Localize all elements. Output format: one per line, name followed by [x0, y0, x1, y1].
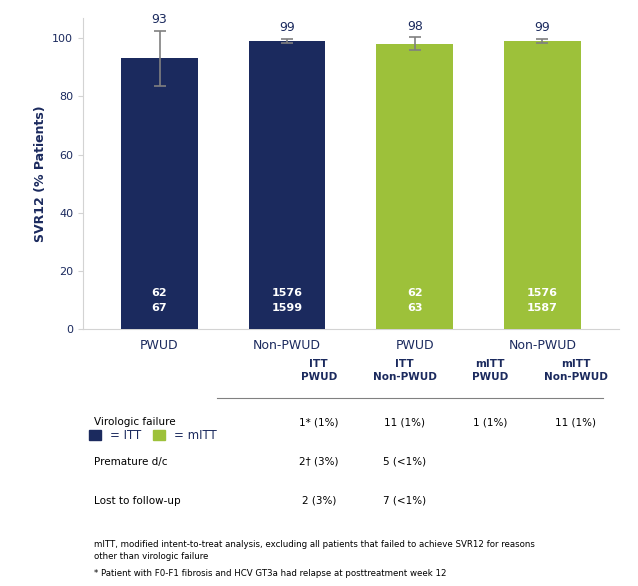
Bar	[121, 59, 198, 329]
Text: 11 (1%): 11 (1%)	[384, 417, 425, 427]
Text: Premature d/c: Premature d/c	[94, 456, 167, 466]
Text: 2 (3%): 2 (3%)	[302, 496, 336, 506]
Text: 1 (1%): 1 (1%)	[473, 417, 507, 427]
Text: 2† (3%): 2† (3%)	[299, 456, 339, 466]
Y-axis label: SVR12 (% Patients): SVR12 (% Patients)	[34, 105, 47, 242]
Text: 62
63: 62 63	[407, 288, 422, 312]
Text: 1576
1599: 1576 1599	[272, 288, 302, 312]
Text: 11 (1%): 11 (1%)	[556, 417, 597, 427]
Text: mITT
Non-PWUD: mITT Non-PWUD	[544, 359, 608, 382]
Bar	[249, 41, 325, 329]
Text: 93: 93	[152, 13, 167, 26]
Text: Virologic failure: Virologic failure	[94, 417, 175, 427]
Text: * Patient with F0-F1 fibrosis and HCV GT3a had relapse at posttreatment week 12: * Patient with F0-F1 fibrosis and HCV GT…	[94, 570, 446, 578]
Text: ITT
Non-PWUD: ITT Non-PWUD	[373, 359, 436, 382]
Text: 62
67: 62 67	[152, 288, 167, 312]
Text: 1576
1587: 1576 1587	[527, 288, 558, 312]
Text: Lost to follow-up: Lost to follow-up	[94, 496, 181, 506]
Text: 5 (<1%): 5 (<1%)	[383, 456, 426, 466]
Text: mITT, modified intent-to-treat analysis, excluding all patients that failed to a: mITT, modified intent-to-treat analysis,…	[94, 540, 535, 561]
Text: 1* (1%): 1* (1%)	[299, 417, 339, 427]
Text: 99: 99	[279, 21, 295, 34]
Text: 7 (<1%): 7 (<1%)	[383, 496, 426, 506]
Bar	[376, 44, 453, 329]
Legend: = ITT, = mITT: = ITT, = mITT	[89, 429, 217, 442]
Text: ITT
PWUD: ITT PWUD	[300, 359, 337, 382]
Bar	[504, 41, 581, 329]
Text: 99: 99	[535, 22, 550, 35]
Text: mITT
PWUD: mITT PWUD	[472, 359, 508, 382]
Text: 98: 98	[407, 20, 422, 33]
